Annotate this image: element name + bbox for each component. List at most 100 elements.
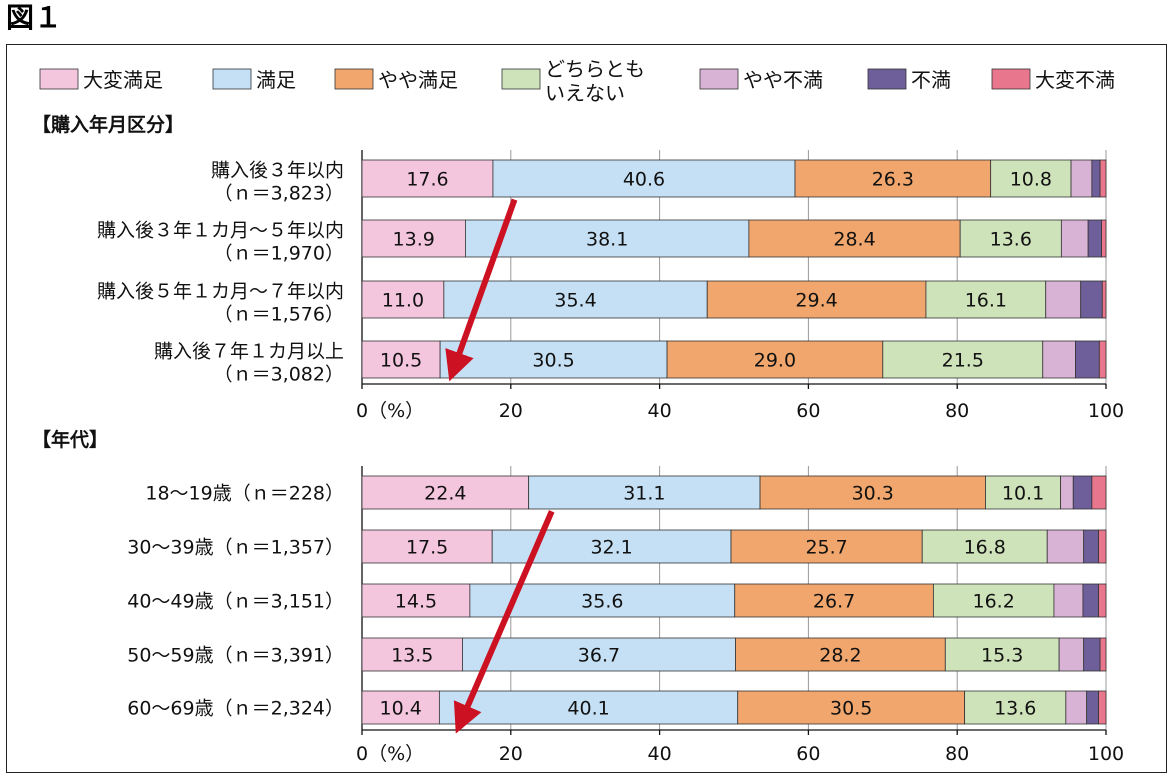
category-label: 購入後３年１カ月～５年以内 xyxy=(97,220,344,242)
data-label: 17.5 xyxy=(406,537,448,559)
legend-swatch xyxy=(991,68,1031,90)
bar-segment xyxy=(1091,159,1101,198)
x-tick-label: 0（%） xyxy=(356,743,424,765)
data-label: 11.0 xyxy=(382,290,424,312)
category-label: （ｎ＝1,576） xyxy=(214,304,344,326)
x-tick-label: 60 xyxy=(796,743,820,765)
bar-segment xyxy=(1083,529,1099,564)
bar-segment xyxy=(492,159,796,198)
bar-segment xyxy=(528,475,761,510)
x-tick-label: 60 xyxy=(796,400,820,422)
bar-segment xyxy=(1098,583,1107,618)
category-label: （ｎ＝3,823） xyxy=(214,183,344,205)
data-label: 40.1 xyxy=(567,698,609,720)
bar-segment xyxy=(734,583,934,618)
category-label: 30～39歳（ｎ＝1,357） xyxy=(127,537,344,559)
data-label: 21.5 xyxy=(942,350,984,372)
legend-label: やや不満 xyxy=(743,68,823,92)
data-label: 10.5 xyxy=(380,350,422,372)
x-tick-label: 80 xyxy=(945,400,969,422)
bar-segment xyxy=(730,529,923,564)
data-label: 26.7 xyxy=(813,591,855,613)
bar-segment xyxy=(1058,637,1085,672)
bar-segment xyxy=(925,280,1047,319)
bar-segment xyxy=(361,690,440,725)
x-tick-label: 100 xyxy=(1088,400,1124,422)
category-label: （ｎ＝1,970） xyxy=(214,243,344,265)
bar-segment xyxy=(1098,529,1107,564)
x-tick-label: 20 xyxy=(499,400,523,422)
data-label: 10.1 xyxy=(1002,483,1044,505)
bar-segment xyxy=(990,159,1072,198)
section-label: 【購入年月区分】 xyxy=(32,113,184,136)
bar-segment xyxy=(1098,690,1107,725)
legend-label: 満足 xyxy=(256,68,296,92)
bar-segment xyxy=(985,475,1062,510)
bar-segment xyxy=(361,583,471,618)
bar-segment xyxy=(959,219,1062,258)
bar-segment xyxy=(921,529,1048,564)
data-label: 16.2 xyxy=(972,591,1014,613)
bar-segment xyxy=(439,340,668,379)
legend-label: やや満足 xyxy=(378,68,458,92)
x-tick-label: 100 xyxy=(1088,743,1124,765)
data-label: 13.9 xyxy=(393,229,435,251)
bar-segment xyxy=(1083,637,1101,672)
bar-segment xyxy=(361,219,466,258)
bar-segment xyxy=(361,159,494,198)
legend-label: どちらとも xyxy=(545,57,645,81)
bar-segment xyxy=(1101,219,1107,258)
data-label: 30.5 xyxy=(830,698,872,720)
bar-segment xyxy=(1099,159,1107,198)
legend-swatch xyxy=(212,68,252,90)
legend-label: 大変不満 xyxy=(1035,68,1115,92)
x-tick-label: 20 xyxy=(499,743,523,765)
bar-segment xyxy=(462,637,736,672)
bar-segment xyxy=(1065,690,1088,725)
bar-segment xyxy=(759,475,986,510)
bar-segment xyxy=(735,637,946,672)
figure-title: 図１ xyxy=(6,1,63,34)
category-label: （ｎ＝3,082） xyxy=(214,364,344,386)
bar-segment xyxy=(1091,475,1107,510)
bar-segment xyxy=(1080,280,1103,319)
bar-segment xyxy=(1075,340,1100,379)
data-label: 36.7 xyxy=(578,645,620,667)
bar-segment xyxy=(1087,219,1102,258)
bar-segment xyxy=(882,340,1044,379)
category-label: 購入後５年１カ月～７年以内 xyxy=(97,281,344,303)
data-label: 13.6 xyxy=(990,229,1032,251)
bar-segment xyxy=(361,529,493,564)
data-label: 22.4 xyxy=(424,483,466,505)
data-label: 17.6 xyxy=(406,169,448,191)
data-label: 10.8 xyxy=(1010,169,1052,191)
trend-arrow xyxy=(445,198,518,382)
category-label: 購入後３年以内 xyxy=(211,160,344,182)
bar-segment xyxy=(1082,583,1099,618)
bar-segment xyxy=(666,340,884,379)
bar-segment xyxy=(1099,637,1107,672)
category-label: 40～49歳（ｎ＝3,151） xyxy=(127,591,344,613)
data-label: 10.4 xyxy=(380,698,422,720)
data-label: 35.6 xyxy=(581,591,623,613)
data-label: 28.2 xyxy=(819,645,861,667)
x-tick-label: 0（%） xyxy=(356,400,424,422)
legend-swatch xyxy=(867,68,907,90)
data-label: 13.5 xyxy=(391,645,433,667)
data-label: 28.4 xyxy=(833,229,875,251)
bar-segment xyxy=(1045,280,1082,319)
bar-segment xyxy=(465,219,750,258)
data-label: 30.3 xyxy=(852,483,894,505)
bar-segment xyxy=(1060,219,1089,258)
x-tick-label: 40 xyxy=(648,400,672,422)
bar-segment xyxy=(361,637,463,672)
category-label: 50～59歳（ｎ＝3,391） xyxy=(127,645,344,667)
legend-label: 大変満足 xyxy=(83,68,163,92)
chart-frame xyxy=(6,44,1167,773)
bar-segment xyxy=(1070,159,1093,198)
x-tick-label: 40 xyxy=(648,743,672,765)
data-label: 15.3 xyxy=(981,645,1023,667)
data-label: 29.4 xyxy=(795,290,837,312)
data-label: 35.4 xyxy=(554,290,596,312)
